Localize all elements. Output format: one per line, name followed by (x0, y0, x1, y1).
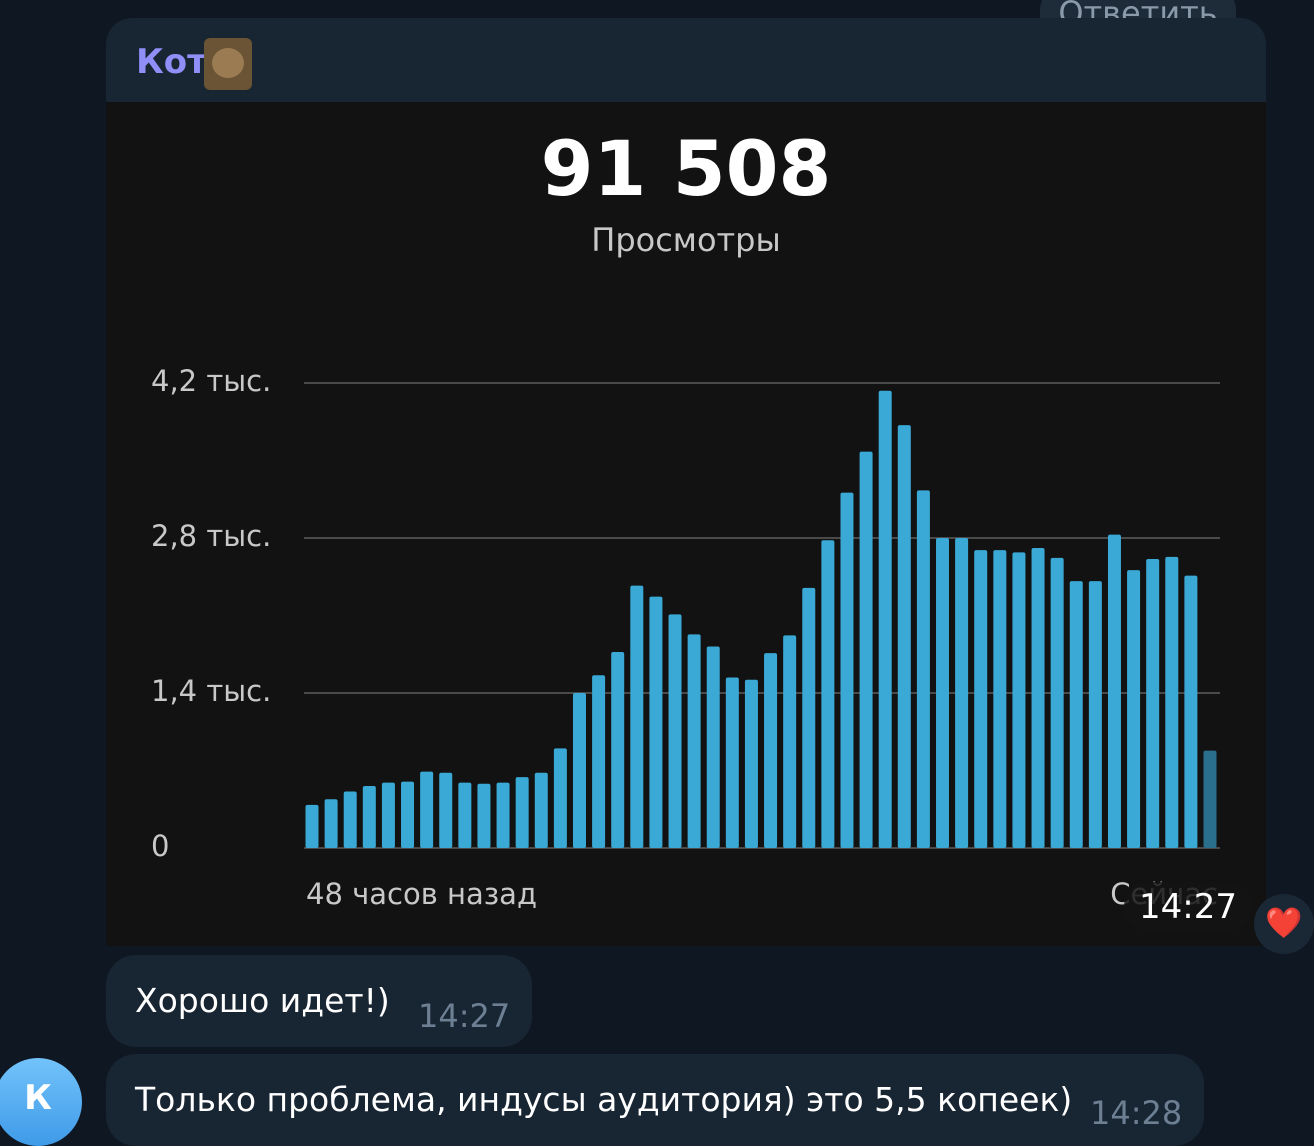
bar (916, 490, 930, 848)
bar (477, 783, 491, 848)
message-time: 14:27 (418, 997, 511, 1035)
message-bubble: Только проблема, индусы аудитория) это 5… (106, 1054, 1204, 1146)
y-tick-label: 0 (151, 829, 169, 863)
bar (725, 677, 739, 848)
bar (305, 804, 319, 848)
avatar[interactable]: К (0, 1058, 82, 1146)
bar (1184, 575, 1198, 848)
bar (764, 653, 778, 848)
message-text: Только проблема, индусы аудитория) это 5… (135, 1080, 1073, 1119)
chart-subtitle: Просмотры (591, 221, 780, 259)
message-time: 14:27 (1124, 882, 1252, 932)
bar (1203, 750, 1217, 848)
bar (381, 782, 395, 848)
bar (630, 585, 644, 848)
bar (974, 550, 988, 848)
bar (458, 782, 472, 848)
y-tick-label: 4,2 тыс. (151, 364, 271, 398)
y-tick-label: 2,8 тыс. (151, 519, 271, 553)
bar (783, 635, 797, 848)
bar (649, 596, 663, 848)
bar (1165, 556, 1179, 848)
y-tick-label: 1,4 тыс. (151, 674, 271, 708)
bar (706, 646, 720, 848)
bar (878, 390, 892, 848)
bar (401, 781, 415, 848)
chart: 91 508 Просмотры 0 1,4 тыс. 2,8 тыс. 4,2 ты… (151, 124, 1220, 911)
bar (572, 693, 586, 848)
bar (1012, 552, 1026, 848)
bar (324, 799, 338, 848)
sender-name[interactable]: Кот (136, 42, 207, 82)
bar (553, 748, 567, 848)
bar (496, 782, 510, 848)
bar (1107, 534, 1121, 848)
bar (611, 652, 625, 848)
bar (859, 451, 873, 848)
bar (993, 550, 1007, 848)
bar (897, 425, 911, 848)
message-text: Хорошо идет!) (135, 981, 390, 1020)
message-bubble: Хорошо идет!) 14:27 (106, 955, 532, 1047)
bar (936, 538, 950, 848)
bar (1127, 570, 1141, 848)
bar (420, 771, 434, 848)
bar (343, 791, 357, 848)
bar (439, 772, 453, 848)
bar (802, 587, 816, 848)
chart-message: Кот 91 508 Просмотры 0 1,4 тыс. 2,8 тыс. 4,… (106, 18, 1266, 946)
sender-sticker (204, 38, 252, 90)
bar (1088, 581, 1102, 848)
bar (687, 634, 701, 848)
bar (744, 679, 758, 848)
bar (821, 540, 835, 848)
bar (668, 614, 682, 848)
message-time: 14:28 (1090, 1094, 1183, 1132)
bar (592, 675, 606, 848)
bar (534, 772, 548, 848)
bar (1146, 559, 1160, 848)
bar (515, 777, 529, 848)
bar (840, 492, 854, 848)
bar (1069, 581, 1083, 848)
bar (955, 538, 969, 848)
chart-panel: 91 508 Просмотры 0 1,4 тыс. 2,8 тыс. 4,2 ты… (106, 102, 1266, 946)
reaction[interactable]: ❤️ (1254, 894, 1314, 954)
bar (362, 786, 376, 848)
bar (1031, 547, 1045, 848)
bar (1050, 557, 1064, 848)
x-tick-label: 48 часов назад (306, 877, 537, 911)
chart-title: 91 508 (541, 124, 832, 213)
